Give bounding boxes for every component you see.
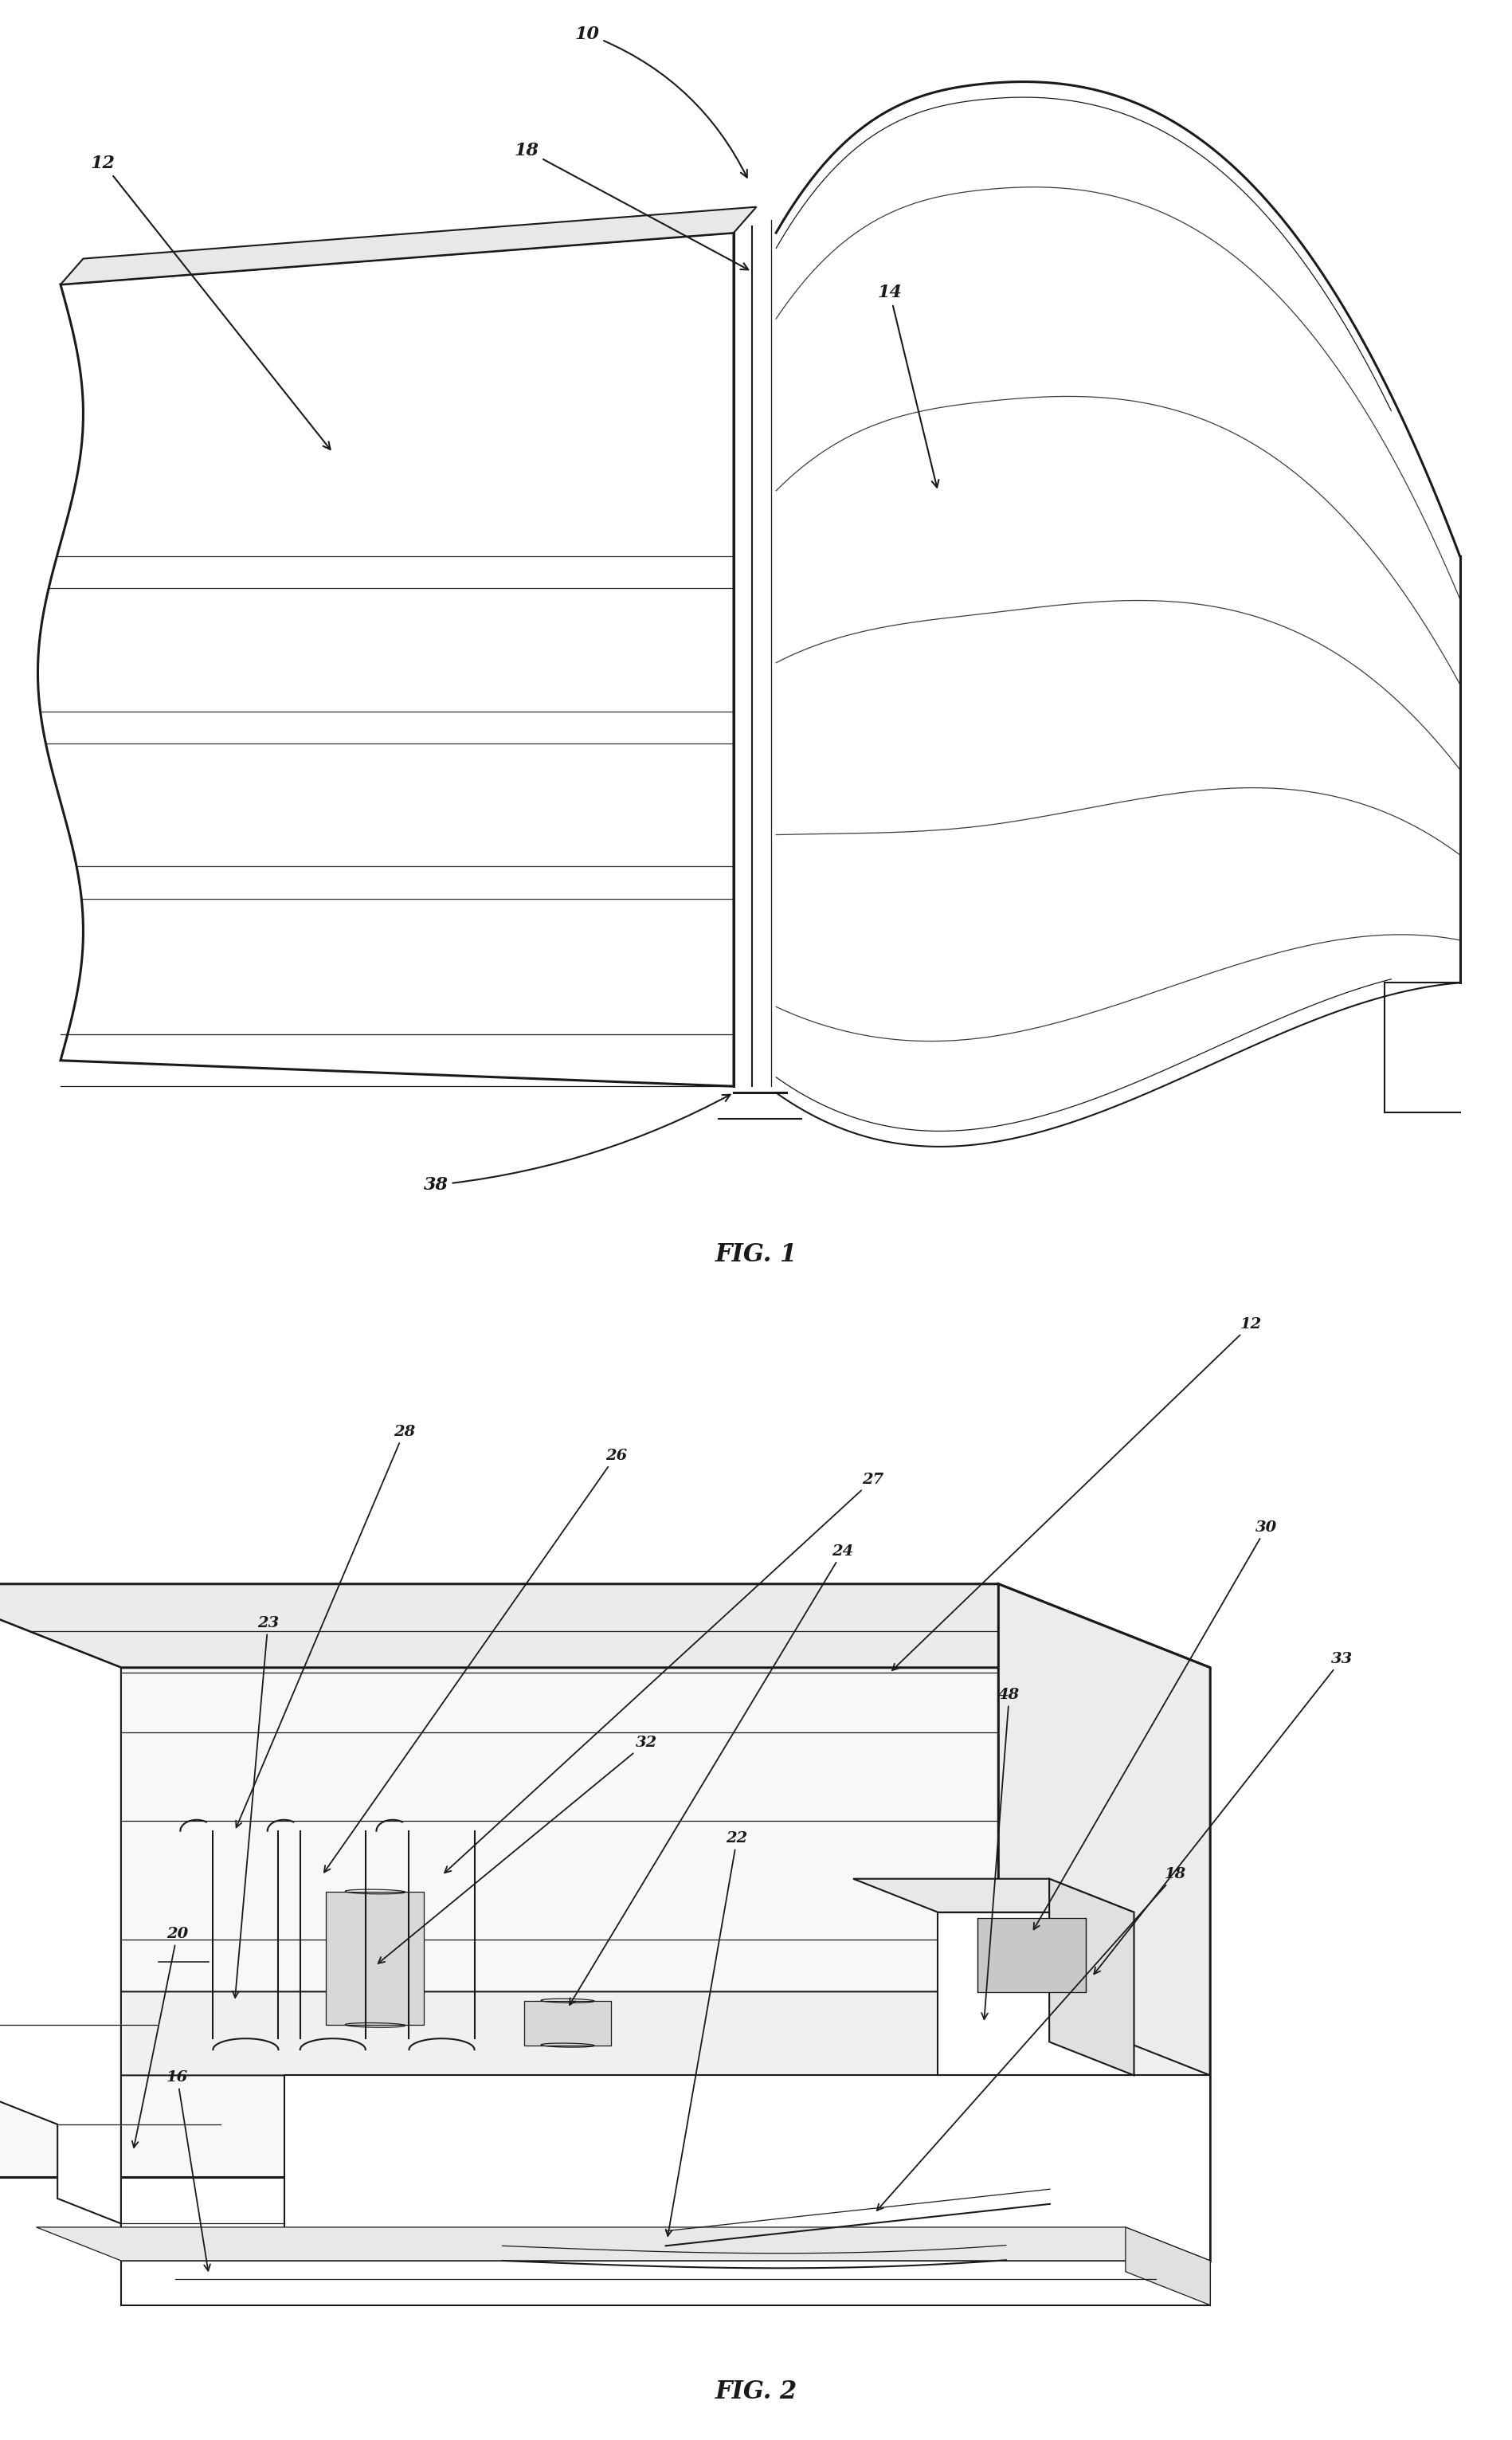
Text: 23: 23: [233, 1615, 278, 1998]
Polygon shape: [0, 1584, 121, 2259]
Polygon shape: [36, 2228, 1210, 2259]
Text: 38: 38: [423, 1096, 730, 1193]
Text: 18: 18: [514, 142, 748, 271]
Text: 24: 24: [570, 1545, 853, 2006]
Text: FIG. 1: FIG. 1: [715, 1242, 797, 1266]
Polygon shape: [853, 1879, 1134, 1913]
Text: 20: 20: [132, 1928, 187, 2147]
Text: 14: 14: [877, 283, 939, 488]
Polygon shape: [977, 1918, 1086, 1991]
Polygon shape: [60, 207, 756, 285]
Polygon shape: [284, 2076, 1210, 2259]
Text: 10: 10: [575, 24, 747, 178]
Polygon shape: [523, 2001, 611, 2045]
Polygon shape: [1125, 2228, 1210, 2306]
Polygon shape: [0, 1584, 1210, 1667]
Text: 22: 22: [665, 1830, 747, 2235]
Text: 48: 48: [981, 1688, 1019, 2020]
Text: 28: 28: [236, 1425, 414, 1828]
Text: 16: 16: [166, 2069, 210, 2272]
Text: 12: 12: [892, 1318, 1261, 1671]
Text: 27: 27: [445, 1471, 883, 1874]
Polygon shape: [121, 2259, 1210, 2306]
Polygon shape: [327, 1891, 423, 2025]
Polygon shape: [937, 1913, 1134, 2076]
Text: 18: 18: [877, 1867, 1185, 2211]
Polygon shape: [0, 1991, 1210, 2076]
Polygon shape: [38, 232, 733, 1086]
Polygon shape: [1049, 1879, 1134, 2076]
Text: 33: 33: [1093, 1652, 1352, 1974]
Text: 30: 30: [1033, 1520, 1276, 1930]
Polygon shape: [998, 1584, 1210, 2259]
Text: FIG. 2: FIG. 2: [715, 2379, 797, 2403]
Text: 26: 26: [324, 1449, 626, 1871]
Polygon shape: [0, 1584, 998, 2176]
Text: 32: 32: [378, 1735, 656, 1964]
Text: 12: 12: [91, 154, 330, 449]
